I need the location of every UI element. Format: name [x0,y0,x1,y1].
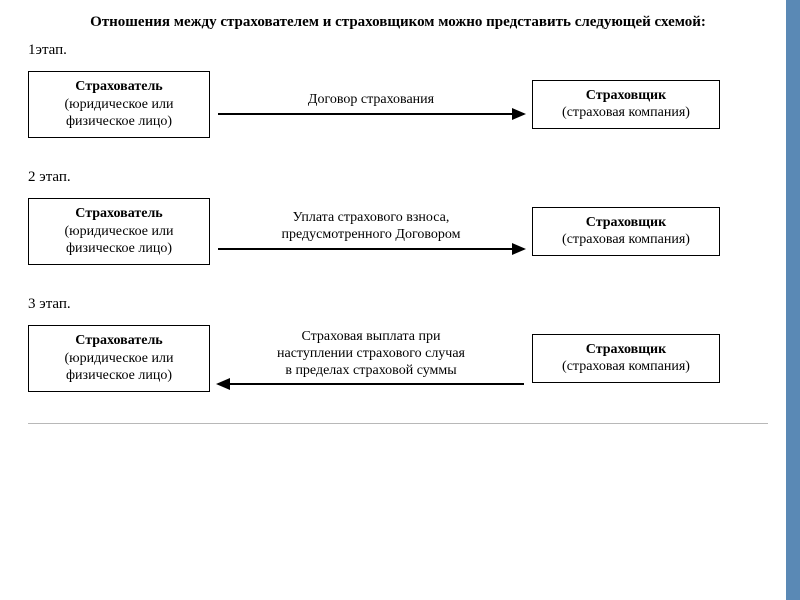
arrow-label: Уплата страхового взноса, предусмотренно… [210,210,532,246]
footer-rule [28,423,768,429]
stage-2-right-box: Страховщик (страховая компания) [532,207,720,256]
stage-1-label: 1этап. [28,42,768,59]
box-title: Страхователь [37,205,201,223]
box-subtitle: (юридическое или физическое лицо) [37,350,201,385]
stage-1-right-box: Страховщик (страховая компания) [532,80,720,129]
box-subtitle: (юридическое или физическое лицо) [37,96,201,131]
stage-2-left-box: Страхователь (юридическое или физическое… [28,198,210,265]
box-title: Страхователь [37,332,201,350]
stage-3-right-box: Страховщик (страховая компания) [532,334,720,383]
stage-1: Страхователь (юридическое или физическое… [28,67,768,141]
stage-1-left-box: Страхователь (юридическое или физическое… [28,71,210,138]
box-title: Страхователь [37,78,201,96]
arrow-label: Договор страхования [210,92,532,111]
stage-3-left-box: Страхователь (юридическое или физическое… [28,325,210,392]
box-subtitle: (страховая компания) [541,358,711,376]
stage-2-label: 2 этап. [28,169,768,186]
arrow-label: Страховая выплата при наступлении страхо… [210,329,532,381]
stage-3-label: 3 этап. [28,296,768,313]
stage-1-arrow: Договор страхования [210,74,532,134]
box-title: Страховщик [541,87,711,105]
diagram-container: Отношения между страхователем и страховщ… [0,0,786,429]
stage-3: Страхователь (юридическое или физическое… [28,321,768,395]
box-title: Страховщик [541,341,711,359]
box-title: Страховщик [541,214,711,232]
stage-2-arrow: Уплата страхового взноса, предусмотренно… [210,201,532,261]
arrow-left-icon [218,383,524,385]
box-subtitle: (страховая компания) [541,231,711,249]
box-subtitle: (страховая компания) [541,104,711,122]
arrow-right-icon [218,248,524,250]
diagram-title: Отношения между страхователем и страховщ… [28,12,768,32]
stage-3-arrow: Страховая выплата при наступлении страхо… [210,328,532,388]
box-subtitle: (юридическое или физическое лицо) [37,223,201,258]
stage-2: Страхователь (юридическое или физическое… [28,194,768,268]
arrow-right-icon [218,113,524,115]
